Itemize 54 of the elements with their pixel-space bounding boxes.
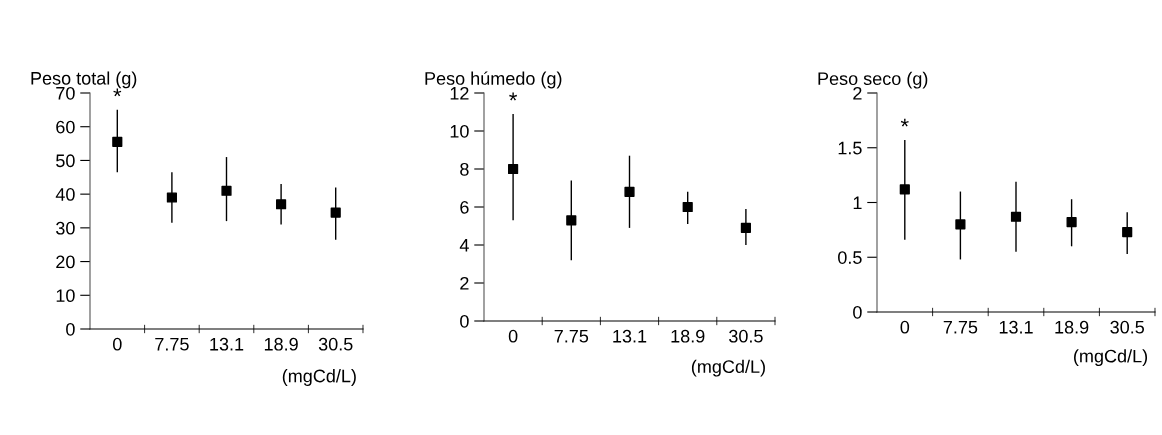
x-tick-label: 0: [508, 329, 518, 343]
x-tick-label: 30.5: [1110, 320, 1145, 334]
x-tick-label: 30.5: [729, 329, 763, 343]
annotation: *: [113, 88, 122, 97]
x-tick-label: 0: [900, 320, 910, 334]
x-tick-label: 13.1: [210, 337, 244, 351]
point: [1122, 226, 1133, 238]
point: [899, 184, 910, 195]
x-tick-label: 7.75: [554, 330, 589, 343]
point: [955, 219, 966, 230]
y-tick-label: 4: [459, 239, 469, 252]
y-tick-label: 6: [460, 200, 469, 214]
x-axis-title: (mgCd/L): [691, 359, 765, 377]
x-axis-title: (mgCd/L): [282, 369, 356, 386]
y-tick-label: 1.5: [838, 141, 862, 155]
point: [112, 136, 123, 147]
y-tick-label: 50: [56, 154, 75, 168]
y-tick-label: 10: [450, 124, 469, 138]
x-tick-label: 18.9: [671, 329, 705, 343]
y-tick-label: 40: [55, 188, 75, 201]
y-tick-label: 2: [853, 86, 862, 100]
point: [221, 185, 232, 196]
y-tick-label: 12: [450, 86, 469, 100]
x-tick-label: 7.75: [155, 338, 189, 351]
y-tick-label: 30: [56, 221, 75, 235]
y-tick-label: 2: [460, 276, 469, 290]
point: [682, 201, 693, 213]
x-tick-label: 18.9: [264, 337, 298, 351]
annotation: *: [509, 92, 518, 101]
point: [330, 207, 341, 218]
x-tick-label: 13.1: [613, 329, 647, 343]
y-tick-label: 70: [56, 86, 75, 100]
point: [1010, 211, 1022, 222]
point: [740, 222, 751, 233]
point: [566, 215, 577, 226]
y-tick-label: 0.5: [838, 251, 862, 264]
annotation: *: [900, 118, 909, 127]
y-tick-label: 1: [853, 196, 862, 210]
x-tick-label: 18.9: [1055, 320, 1089, 334]
y-tick-label: 8: [460, 162, 469, 176]
x-axis-title: (mgCd/L): [1074, 349, 1148, 367]
point: [508, 163, 519, 175]
x-tick-label: 0: [112, 337, 122, 351]
y-tick-label: 60: [56, 120, 75, 134]
y-tick-label: 20: [56, 255, 75, 269]
x-tick-label: 13.1: [999, 320, 1033, 334]
point: [624, 186, 635, 197]
x-tick-label: 7.75: [943, 321, 978, 334]
y-tick-label: 10: [56, 289, 75, 303]
x-tick-label: 30.5: [318, 337, 353, 351]
point: [1066, 217, 1077, 228]
y-tick-label: 0: [853, 305, 862, 319]
point: [166, 192, 177, 203]
point: [276, 199, 287, 210]
